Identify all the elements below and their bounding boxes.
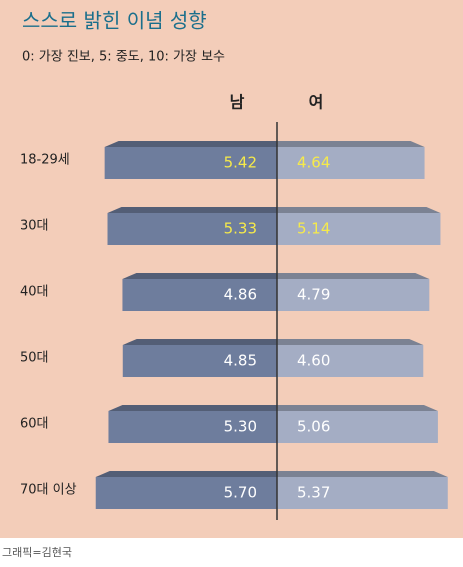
bar-bevel bbox=[104, 141, 277, 147]
value-label: 4.86 bbox=[224, 286, 257, 304]
bar-bevel bbox=[95, 471, 278, 477]
value-label: 5.33 bbox=[224, 220, 257, 238]
value-label: 4.60 bbox=[297, 352, 330, 370]
bar bbox=[277, 279, 430, 311]
bar-bevel bbox=[107, 207, 277, 213]
category-label: 70대 이상 bbox=[20, 483, 77, 498]
category-label: 18-29세 bbox=[20, 153, 70, 168]
bar-bevel bbox=[277, 141, 425, 147]
bar bbox=[277, 411, 438, 443]
source-note: 그래픽=김현국 bbox=[2, 546, 72, 559]
chart-title: 스스로 밝힌 이념 성향 bbox=[22, 9, 207, 33]
bar bbox=[277, 477, 448, 509]
bar bbox=[277, 345, 424, 377]
value-label: 4.85 bbox=[224, 352, 257, 370]
category-label: 50대 bbox=[20, 351, 49, 366]
bar-bevel bbox=[122, 339, 278, 345]
value-label: 5.06 bbox=[297, 418, 330, 436]
series-header: 여 bbox=[309, 93, 324, 112]
category-label: 30대 bbox=[20, 219, 49, 234]
chart-subtitle: 0: 가장 진보, 5: 중도, 10: 가장 보수 bbox=[22, 50, 225, 65]
bar-bevel bbox=[108, 405, 278, 411]
bar-bevel bbox=[277, 339, 424, 345]
value-label: 5.37 bbox=[297, 484, 330, 502]
bar bbox=[122, 345, 278, 377]
value-label: 4.64 bbox=[297, 154, 330, 172]
category-label: 40대 bbox=[20, 285, 49, 300]
bar bbox=[95, 477, 278, 509]
bar bbox=[277, 147, 425, 179]
bar bbox=[107, 213, 277, 245]
bars: 18-29세 5.42 4.64 30대 5.33 5.14 40대 4.86 4.79 50대 4… bbox=[20, 141, 448, 509]
chart-background bbox=[0, 0, 463, 538]
value-label: 5.42 bbox=[224, 154, 257, 172]
value-label: 5.14 bbox=[297, 220, 330, 238]
bar-bevel bbox=[277, 471, 448, 477]
bar-bevel bbox=[122, 273, 278, 279]
bar bbox=[104, 147, 277, 179]
series-header: 남 bbox=[230, 93, 245, 112]
bar bbox=[122, 279, 278, 311]
category-label: 60대 bbox=[20, 417, 49, 432]
bar bbox=[277, 213, 441, 245]
bar-bevel bbox=[277, 405, 438, 411]
bar-bevel bbox=[277, 207, 441, 213]
bar-bevel bbox=[277, 273, 430, 279]
bar bbox=[108, 411, 278, 443]
value-label: 5.30 bbox=[224, 418, 257, 436]
value-label: 5.70 bbox=[224, 484, 257, 502]
value-label: 4.79 bbox=[297, 286, 330, 304]
